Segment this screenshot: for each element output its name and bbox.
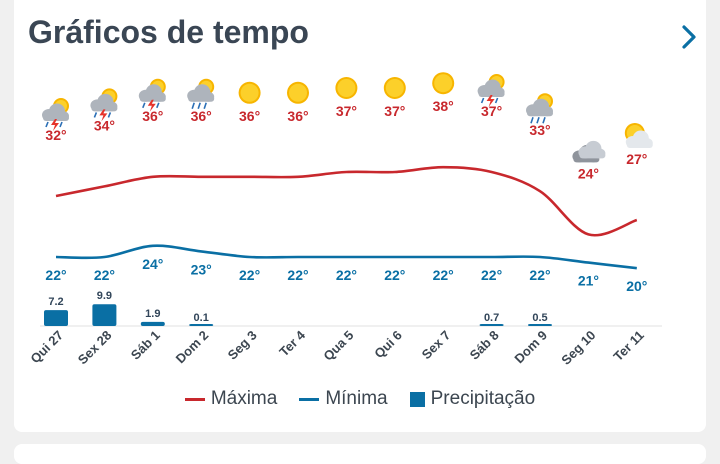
max-temp-label: 32° (45, 127, 66, 143)
storm-cloud-sun-icon (90, 88, 118, 122)
x-tick-label: Sáb 8 (467, 328, 502, 363)
sun-cloud-icon (624, 123, 653, 148)
precip-bar (528, 324, 552, 326)
min-temp-label: 22° (45, 267, 66, 283)
rain-cloud-sun-icon (526, 93, 553, 124)
max-temp-label: 38° (433, 98, 454, 114)
chart-legend: Máxima Mínima Precipitação (14, 388, 706, 410)
x-tick-label: Sex 28 (75, 328, 115, 368)
page-title: Gráficos de tempo (28, 14, 309, 50)
max-temp-label: 34° (94, 117, 115, 133)
min-temp-label: 21° (578, 273, 599, 289)
x-tick-label: Qui 6 (371, 328, 405, 362)
max-temp-label: 33° (529, 122, 550, 138)
weather-charts-card: Gráficos de tempo 32° 34° 36° 36° 36° 36° 37° 3… (14, 0, 706, 432)
weather-chart: 32° 34° 36° 36° 36° 36° 37° 37° 38° 37° 33° 24° 27° 2… (27, 72, 662, 368)
precip-bar (92, 304, 117, 326)
max-temp-label: 36° (287, 108, 308, 124)
max-temp-label: 36° (142, 108, 163, 124)
min-temp-label: 22° (287, 267, 308, 283)
sun-icon (432, 72, 455, 95)
legend-label-min: Mínima (325, 388, 388, 409)
x-tick-label: Sáb 1 (128, 328, 163, 363)
precip-label: 9.9 (97, 290, 112, 302)
max-temp-label: 36° (239, 108, 260, 124)
x-tick-label: Ter 4 (276, 327, 308, 359)
precip-label: 0.1 (194, 312, 209, 324)
sun-icon (287, 81, 309, 104)
precip-bar (189, 324, 214, 326)
legend-label-max: Máxima (210, 388, 278, 409)
max-temp-label: 37° (481, 103, 502, 119)
sun-icon (335, 77, 358, 99)
min-temp-label: 22° (384, 267, 405, 283)
legend-item-min: Mínima (299, 388, 388, 410)
precip-label: 0.7 (484, 312, 499, 324)
cloud-icon (572, 140, 606, 163)
precip-label: 0.5 (532, 312, 547, 324)
legend-swatch-max (184, 397, 205, 401)
x-tick-label: Sex 7 (419, 328, 454, 363)
x-tick-label: Qui 27 (27, 328, 66, 367)
storm-cloud-sun-icon (477, 74, 505, 107)
x-tick-label: Dom 2 (173, 328, 212, 367)
precip-bar (140, 321, 165, 326)
max-temp-label: 37° (336, 103, 357, 119)
precip-bar (479, 324, 504, 326)
series-line-min (55, 244, 637, 270)
max-temp-label: 27° (626, 151, 647, 167)
min-temp-label: 22° (481, 267, 502, 283)
x-tick-label: Seg 3 (225, 328, 260, 363)
series-line-max (55, 165, 638, 237)
storm-cloud-sun-icon (42, 98, 69, 131)
min-temp-label: 23° (191, 261, 212, 277)
precip-label: 1.9 (145, 308, 160, 320)
legend-swatch-precip (409, 391, 425, 407)
min-temp-label: 22° (94, 267, 115, 283)
sun-icon (383, 77, 406, 99)
max-temp-label: 37° (384, 103, 405, 119)
min-temp-label: 20° (626, 278, 647, 294)
storm-cloud-sun-icon (138, 78, 166, 112)
chevron-right-icon[interactable] (678, 22, 700, 52)
legend-item-precip: Precipitação (409, 388, 536, 410)
max-temp-label: 24° (578, 165, 599, 181)
x-tick-label: Seg 10 (558, 328, 598, 368)
min-temp-label: 22° (433, 267, 454, 283)
x-tick-label: Qua 5 (320, 328, 356, 364)
precip-bar (44, 310, 68, 326)
precip-label: 7.2 (48, 296, 63, 308)
min-temp-label: 22° (336, 267, 357, 283)
legend-item-max: Máxima (184, 388, 278, 410)
x-tick-label: Dom 9 (511, 328, 550, 367)
min-temp-label: 22° (529, 267, 550, 283)
min-temp-label: 24° (142, 256, 163, 272)
max-temp-label: 36° (191, 108, 212, 124)
sun-icon (238, 81, 261, 104)
next-card (14, 444, 706, 464)
min-temp-label: 22° (239, 267, 260, 283)
x-tick-label: Ter 11 (610, 328, 647, 365)
legend-label-precip: Precipitação (430, 388, 536, 409)
legend-swatch-min (299, 397, 320, 401)
rain-cloud-sun-icon (187, 78, 215, 110)
